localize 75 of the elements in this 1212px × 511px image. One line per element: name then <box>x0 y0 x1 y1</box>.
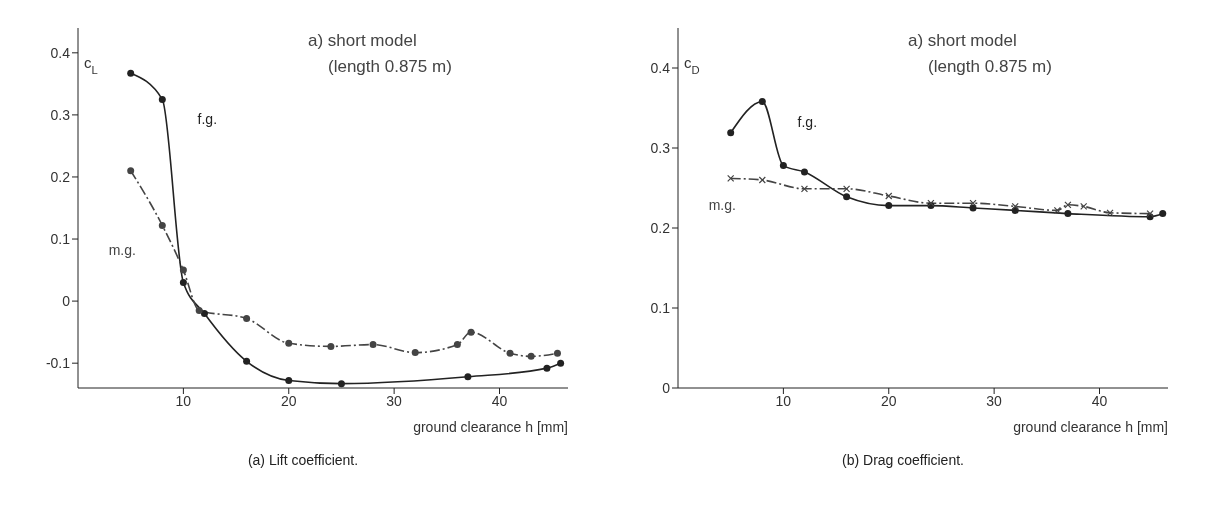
text: (a) Lift coefficient. <box>246 452 360 468</box>
point <box>127 69 135 77</box>
point <box>464 373 472 381</box>
point <box>557 359 565 367</box>
point <box>1064 210 1072 218</box>
point <box>843 193 851 201</box>
point <box>195 306 203 314</box>
series-label: m.g. <box>108 242 136 259</box>
x-tick-label: 40 <box>1091 392 1108 409</box>
x-tick-label: 20 <box>880 392 897 409</box>
point <box>727 174 735 182</box>
y-axis-title: c$_{L}$ <box>84 54 98 76</box>
x-tick-label: 10 <box>175 392 192 409</box>
x-tick-label: 30 <box>386 392 403 409</box>
point <box>969 199 977 207</box>
point <box>553 349 561 357</box>
y-tick-label: 0.4 <box>50 44 71 61</box>
x-tick-label: 20 <box>280 392 297 409</box>
y-tick-label: 0.2 <box>50 168 71 185</box>
annotation: (length 0.875 m) <box>927 56 1052 78</box>
point <box>158 221 166 229</box>
point <box>337 380 345 388</box>
y-axis-title: c$_{D}$ <box>684 54 700 76</box>
x-tick-label: 30 <box>986 392 1003 409</box>
y-tick-label: 0.1 <box>650 299 671 316</box>
point <box>1011 202 1019 210</box>
point <box>127 167 135 175</box>
x-tick-label: 10 <box>775 392 792 409</box>
text: f.g. <box>197 111 218 128</box>
point <box>1159 210 1167 218</box>
point <box>453 341 461 349</box>
point <box>758 98 766 106</box>
point <box>779 162 787 170</box>
point <box>843 185 851 193</box>
point <box>285 377 293 385</box>
y-tick-label: 0.3 <box>50 106 71 123</box>
y-tick-label: 0.2 <box>650 219 671 236</box>
point <box>369 341 377 349</box>
point <box>467 328 475 336</box>
annotation: a) short model <box>308 30 418 52</box>
point <box>285 339 293 347</box>
text: (b) Drag coefficient. <box>841 452 965 468</box>
point <box>158 95 166 103</box>
point <box>327 342 335 350</box>
series-label: f.g. <box>797 113 818 130</box>
point <box>527 352 535 360</box>
point <box>1080 202 1088 210</box>
y-tick-label: -0.1 <box>45 355 71 372</box>
series-label: m.g. <box>708 197 736 213</box>
point <box>885 202 893 210</box>
point <box>243 357 251 365</box>
annotation: (length 0.875 m) <box>327 56 452 78</box>
point <box>885 192 893 200</box>
x-axis-title: ground clearance h [mm] <box>1013 419 1168 435</box>
point <box>758 176 766 184</box>
point <box>1106 209 1114 217</box>
annotation: a) short model <box>908 30 1018 52</box>
point <box>200 310 208 318</box>
point <box>727 129 735 137</box>
point <box>506 349 514 357</box>
point <box>1064 201 1072 209</box>
y-tick-label: 0.3 <box>650 139 671 156</box>
y-tick-label: 0.4 <box>650 59 671 76</box>
y-tick-label: 0.1 <box>50 231 71 247</box>
x-axis-title: ground clearance h [mm] <box>413 419 568 435</box>
point <box>800 185 809 193</box>
point <box>179 266 187 274</box>
y-tick-label: 0 <box>662 379 671 396</box>
point <box>800 168 808 176</box>
point <box>179 278 187 286</box>
point <box>243 314 251 322</box>
point <box>543 364 551 372</box>
x-tick-label: 40 <box>491 392 508 409</box>
point <box>411 349 419 357</box>
y-tick-label: 0 <box>62 293 71 310</box>
